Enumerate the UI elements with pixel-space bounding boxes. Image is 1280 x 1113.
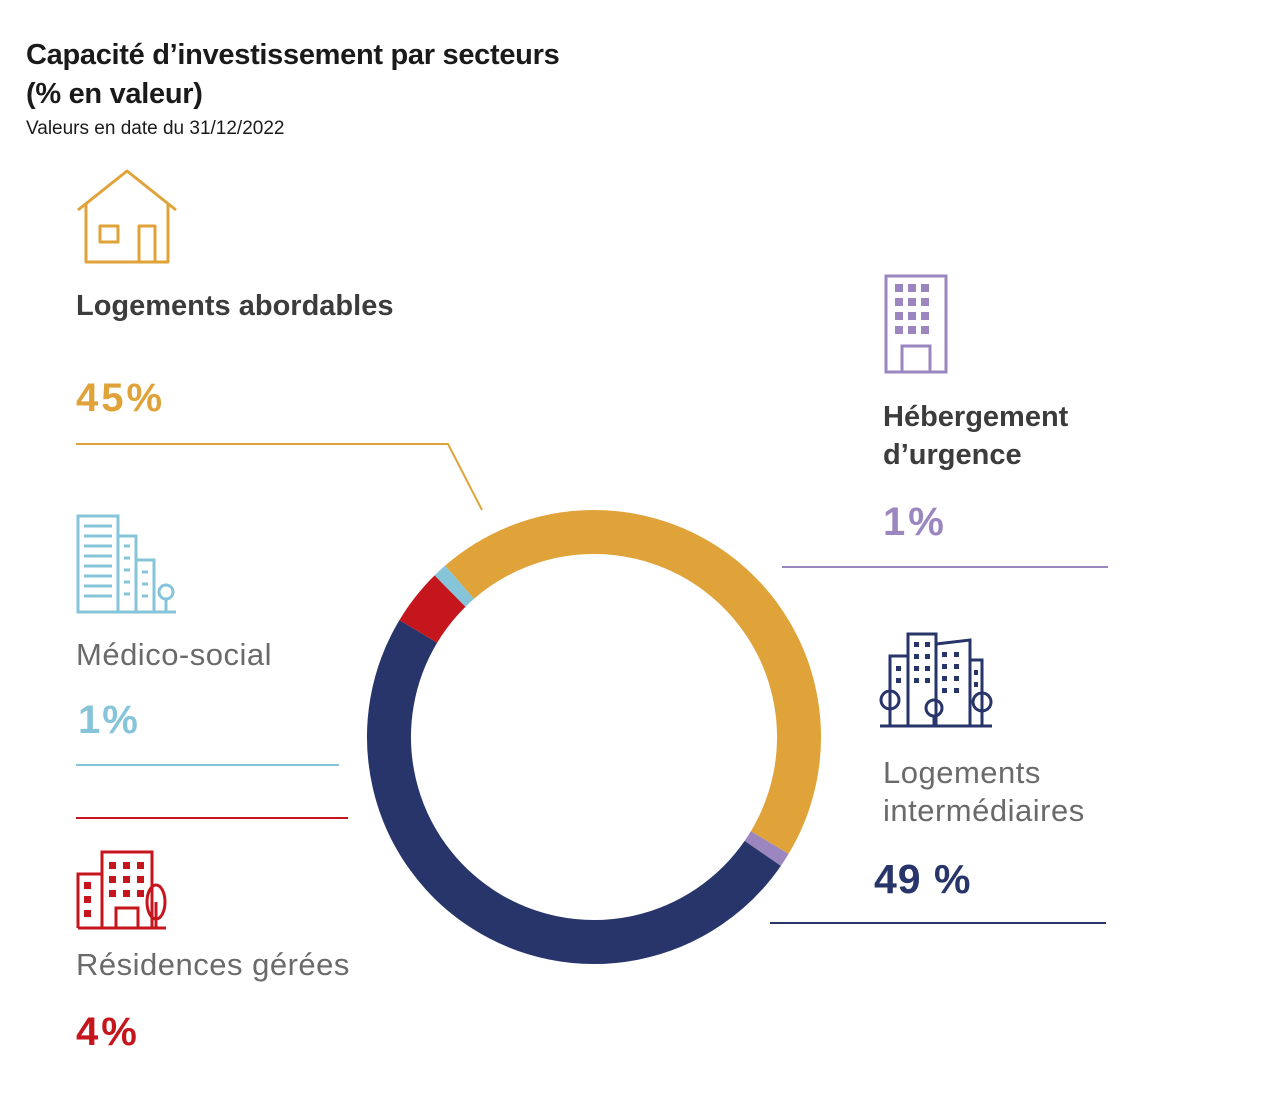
percent-residences-gerees: 4% — [76, 1010, 140, 1054]
label-medico-social: Médico-social — [76, 637, 273, 672]
donut-slice-logements-abordables — [445, 510, 821, 854]
percent-logements-intermediaires: 49 % — [874, 856, 972, 902]
label-logements-abordables: Logements abordables — [76, 290, 394, 322]
rule-medico-social — [76, 764, 339, 766]
donut-slice-hebergement-d-urgence — [744, 831, 789, 866]
label-hebergement-urgence: Hébergement d’urgence — [883, 398, 1068, 474]
city-buildings-icon — [879, 632, 993, 728]
donut-slice-logements-intermediaires — [367, 620, 781, 964]
house-icon — [77, 169, 177, 264]
label-residences-gerees: Résidences gérées — [76, 947, 350, 982]
chart-title: Capacité d’investissement par secteurs (… — [26, 36, 560, 114]
donut-slice-medico-social — [434, 565, 475, 607]
chart-title-line1: Capacité d’investissement par secteurs — [26, 39, 560, 71]
donut-slices — [367, 510, 821, 964]
tower-buildings-icon — [76, 514, 176, 614]
percent-medico-social: 1% — [78, 698, 140, 742]
office-building-icon — [884, 274, 948, 374]
rule-residences-gerees — [76, 817, 348, 819]
chart-subtitle: Valeurs en date du 31/12/2022 — [26, 118, 285, 139]
rule-logements-intermediaires — [770, 922, 1106, 924]
connector-line-logements-abordables — [76, 443, 483, 511]
donut-slice-residences-gerees — [399, 575, 466, 644]
chart-title-line2: (% en valeur) — [26, 78, 203, 110]
label-logements-intermediaires: Logements intermédiaires — [883, 754, 1085, 830]
label-logements-intermediaires-line2: intermédiaires — [883, 793, 1085, 828]
residence-building-icon — [76, 850, 167, 930]
rule-hebergement-urgence — [782, 566, 1108, 568]
label-hebergement-urgence-line1: Hébergement — [883, 401, 1069, 433]
percent-hebergement-urgence: 1% — [883, 500, 947, 544]
label-hebergement-urgence-line2: d’urgence — [883, 439, 1022, 471]
label-logements-intermediaires-line1: Logements — [883, 755, 1041, 790]
percent-logements-abordables: 45% — [76, 376, 166, 420]
